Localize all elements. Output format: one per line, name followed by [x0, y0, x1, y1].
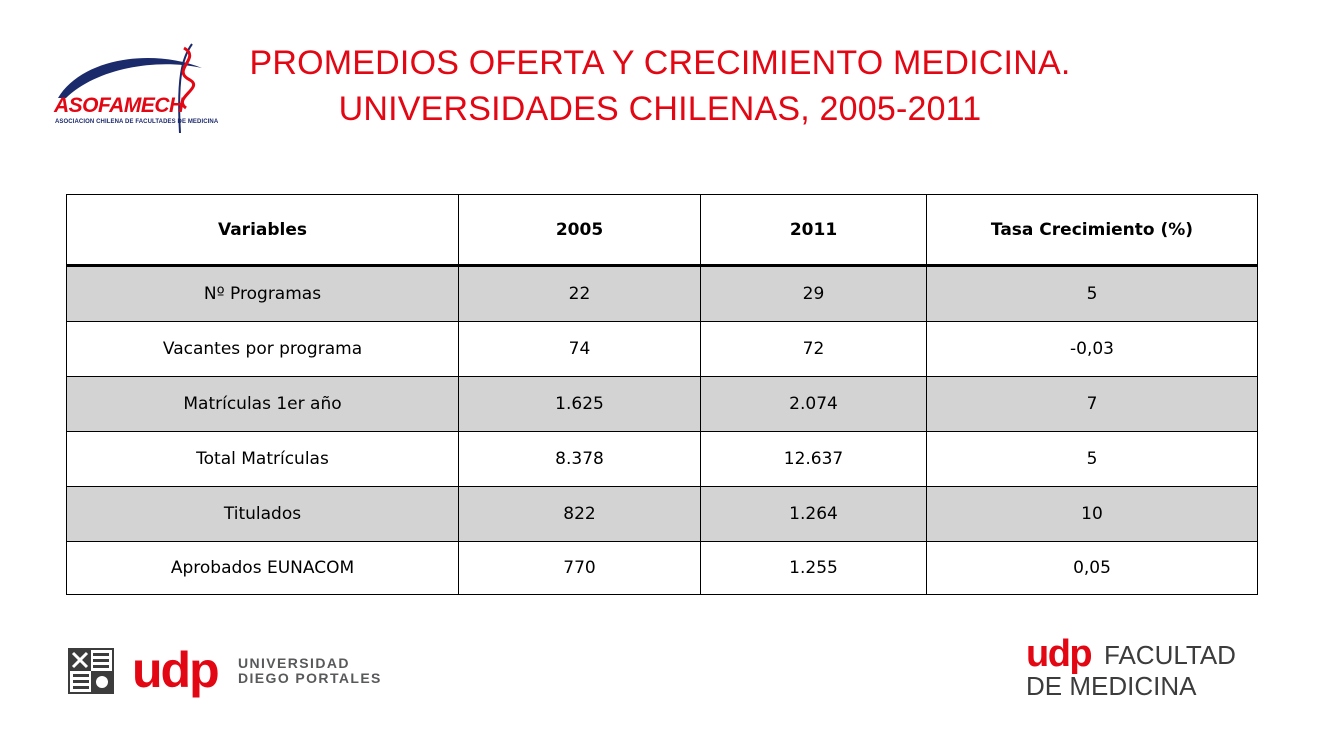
cell-growth: -0,03	[926, 321, 1258, 377]
udp-university-name: UNIVERSIDAD DIEGO PORTALES	[238, 656, 382, 686]
table-row: Vacantes por programa 74 72 -0,03	[66, 321, 1258, 377]
header-2005: 2005	[458, 194, 701, 267]
udp-line-1: UNIVERSIDAD	[238, 655, 350, 671]
cell-variable: Aprobados EUNACOM	[66, 541, 459, 595]
cell-2011: 29	[700, 265, 927, 322]
university-crest-icon	[68, 648, 114, 694]
cell-variable: Total Matrículas	[66, 431, 459, 487]
cell-growth: 0,05	[926, 541, 1258, 595]
header-2011: 2011	[700, 194, 927, 267]
cell-2011: 1.264	[700, 486, 927, 542]
cell-2011: 1.255	[700, 541, 927, 595]
cell-2005: 1.625	[458, 376, 701, 432]
cell-2011: 72	[700, 321, 927, 377]
faculty-line-1: FACULTAD	[1104, 640, 1236, 670]
asofamech-name: ASOFAMECH	[54, 94, 184, 117]
udp-mark-right: udp	[1026, 633, 1093, 675]
cell-variable: Matrículas 1er año	[66, 376, 459, 432]
cell-variable: Vacantes por programa	[66, 321, 459, 377]
slide-title: PROMEDIOS OFERTA Y CRECIMIENTO MEDICINA.…	[150, 40, 1170, 132]
asofamech-logo: ASOFAMECH ASOCIACION CHILENA DE FACULTAD…	[52, 38, 222, 138]
cell-2011: 12.637	[700, 431, 927, 487]
table-row: Nº Programas 22 29 5	[66, 265, 1258, 322]
title-line-1: PROMEDIOS OFERTA Y CRECIMIENTO MEDICINA.	[249, 44, 1071, 82]
udp-faculty-logo: udp FACULTAD DE MEDICINA	[1026, 633, 1266, 701]
swoosh-icon	[58, 43, 202, 134]
cell-growth: 7	[926, 376, 1258, 432]
cell-2005: 8.378	[458, 431, 701, 487]
data-table: Variables 2005 2011 Tasa Crecimiento (%)…	[66, 194, 1258, 595]
cell-2005: 822	[458, 486, 701, 542]
table-header-row: Variables 2005 2011 Tasa Crecimiento (%)	[66, 194, 1258, 267]
cell-2005: 770	[458, 541, 701, 595]
faculty-line-2: DE MEDICINA	[1026, 671, 1197, 701]
table-row: Aprobados EUNACOM 770 1.255 0,05	[66, 541, 1258, 595]
udp-line-2: DIEGO PORTALES	[238, 670, 382, 686]
cell-2005: 22	[458, 265, 701, 322]
cell-2005: 74	[458, 321, 701, 377]
cell-2011: 2.074	[700, 376, 927, 432]
header-growth-rate: Tasa Crecimiento (%)	[926, 194, 1258, 267]
table-row: Matrículas 1er año 1.625 2.074 7	[66, 376, 1258, 432]
title-line-2: UNIVERSIDADES CHILENAS, 2005-2011	[338, 90, 982, 128]
header-variables: Variables	[66, 194, 459, 267]
udp-mark-left: udp	[132, 642, 220, 698]
cell-growth: 5	[926, 431, 1258, 487]
cell-growth: 10	[926, 486, 1258, 542]
table-row: Titulados 822 1.264 10	[66, 486, 1258, 542]
cell-growth: 5	[926, 265, 1258, 322]
asofamech-subtitle: ASOCIACION CHILENA DE FACULTADES DE MEDI…	[55, 119, 219, 125]
table-row: Total Matrículas 8.378 12.637 5	[66, 431, 1258, 487]
cell-variable: Titulados	[66, 486, 459, 542]
cell-variable: Nº Programas	[66, 265, 459, 322]
